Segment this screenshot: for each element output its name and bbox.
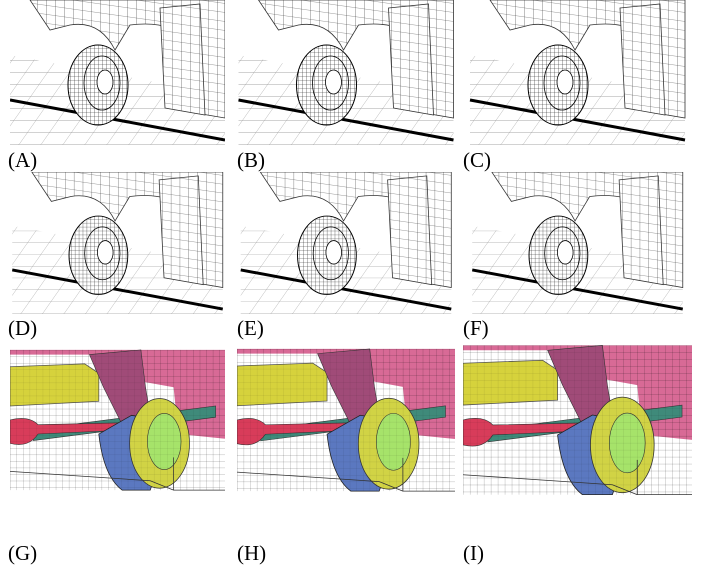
panel-image xyxy=(463,345,692,494)
panel-image xyxy=(12,172,223,314)
panel-image xyxy=(239,0,454,145)
panel-label: (D) xyxy=(8,316,37,340)
panel-label: (B) xyxy=(237,148,265,172)
panel-label: (F) xyxy=(463,316,489,340)
panel-image xyxy=(10,0,225,145)
panel-image xyxy=(472,172,683,314)
panel-label: (E) xyxy=(237,316,264,340)
panel-label: (H) xyxy=(237,541,266,565)
panel-image xyxy=(470,0,685,145)
panel-image xyxy=(10,350,225,490)
panel-label: (G) xyxy=(8,541,37,565)
panel-label: (I) xyxy=(463,541,484,565)
panel-label: (C) xyxy=(463,148,491,172)
panel-label: (A) xyxy=(8,148,37,172)
figure: (A) (B) (C) (D) (E) (F) (G) (H) (I) xyxy=(0,0,701,572)
panel-image xyxy=(241,172,452,314)
panel-image xyxy=(237,349,455,491)
